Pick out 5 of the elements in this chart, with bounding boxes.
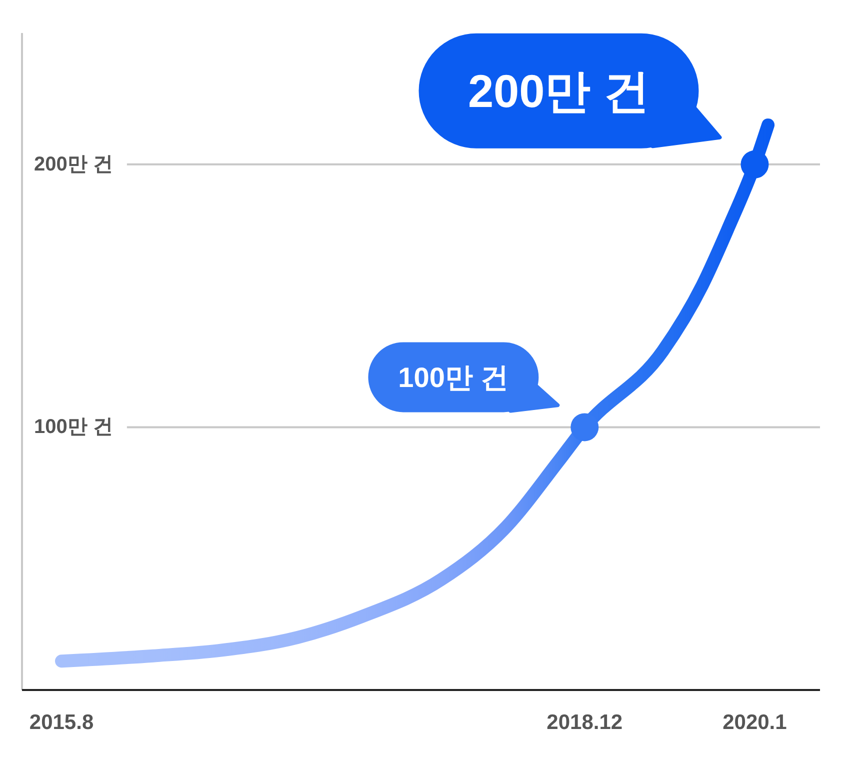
x-tick-label: 2015.8 [29,710,94,734]
annotation: 200만 건 [468,64,650,117]
x-tick-label: 2018.12 [546,710,623,734]
annotation: 100만 건 [398,362,509,393]
x-tick-label: 2020.1 [722,710,788,734]
